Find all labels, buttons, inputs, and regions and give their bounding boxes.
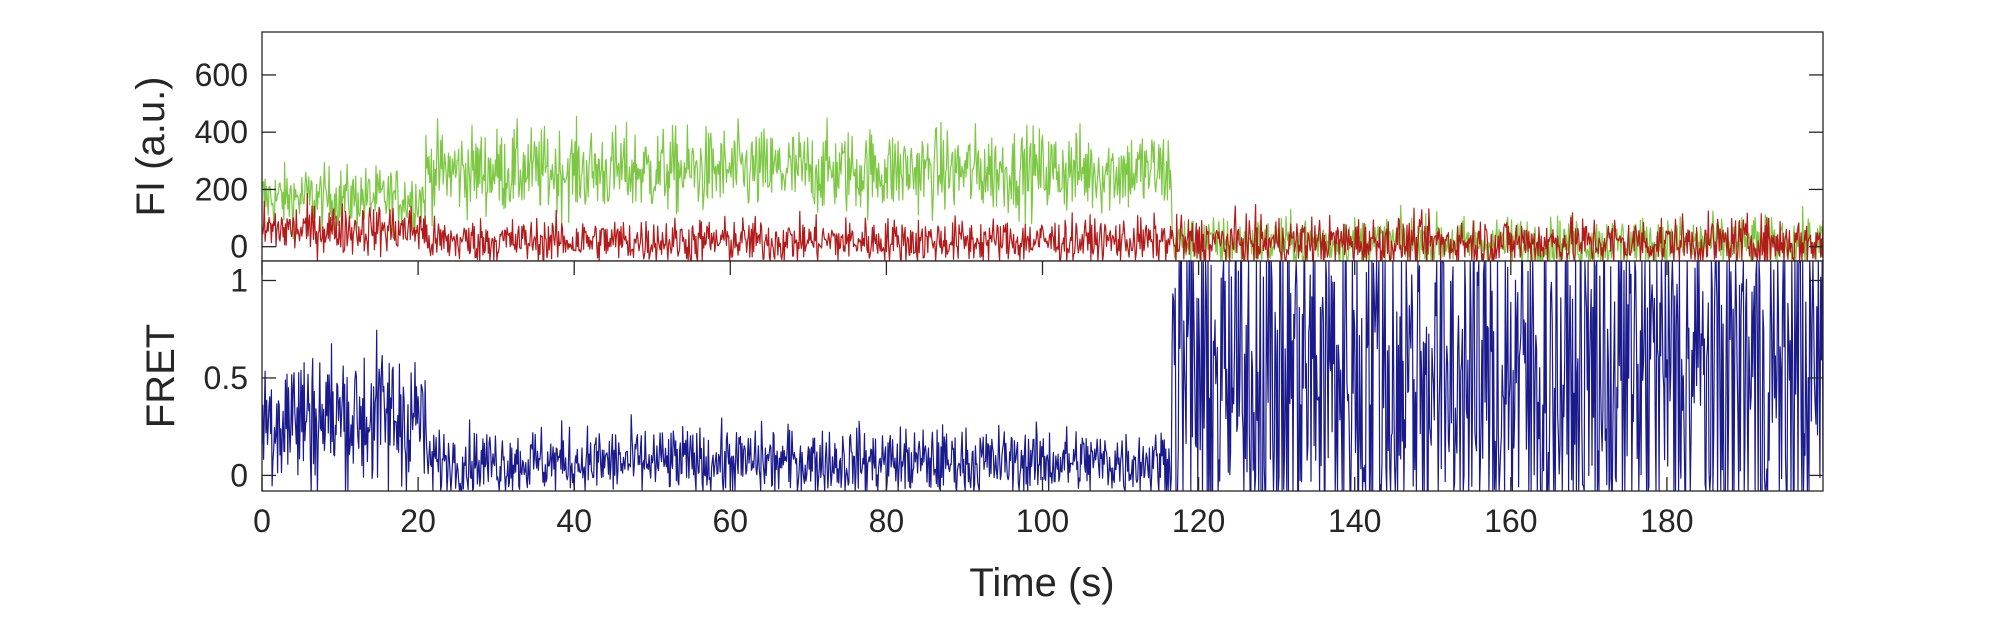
fret-panel: 0 0.5 1 0 20 40 60 80 100 120 140 160 180 FRET Time …	[139, 260, 1824, 605]
fret-x-tick-label: 180	[1640, 503, 1693, 539]
fret-ticks: 0 0.5 1 0 20 40 60 80 100 120 140 160 180	[204, 261, 1823, 539]
fret-x-tick-label: 0	[253, 503, 271, 539]
fret-y-tick-label: 0	[230, 457, 248, 493]
fret-y-axis-label: FRET	[139, 324, 183, 428]
fluorescence-ticks: 0 200 400 600	[195, 57, 1823, 265]
fret-axes-box	[261, 260, 1824, 492]
fret-series-line-0	[261, 260, 1824, 492]
fret-x-tick-label: 120	[1172, 503, 1225, 539]
fluorescence-y-tick-label: 600	[195, 57, 248, 93]
fret-x-tick-label: 60	[713, 503, 749, 539]
fret-x-tick-label: 20	[400, 503, 436, 539]
fret-x-tick-label: 160	[1484, 503, 1537, 539]
fret-y-tick-label: 0.5	[204, 360, 248, 396]
fluorescence-traces	[261, 115, 1824, 262]
fluorescence-series-line-1	[261, 193, 1824, 262]
fret-x-tick-label: 140	[1328, 503, 1381, 539]
fluorescence-panel: 0 200 400 600 FI (a.u.)	[129, 31, 1824, 265]
fluorescence-y-tick-label: 0	[230, 229, 248, 265]
fret-trace	[261, 260, 1824, 492]
fret-x-tick-label: 100	[1016, 503, 1069, 539]
fluorescence-y-axis-label: FI (a.u.)	[129, 76, 173, 216]
fluorescence-y-tick-label: 200	[195, 171, 248, 207]
time-x-axis-label: Time (s)	[969, 561, 1114, 605]
fret-x-tick-label: 40	[556, 503, 592, 539]
fluorescence-y-tick-label: 400	[195, 114, 248, 150]
fret-y-tick-label: 1	[230, 262, 248, 298]
fret-x-tick-label: 80	[869, 503, 905, 539]
